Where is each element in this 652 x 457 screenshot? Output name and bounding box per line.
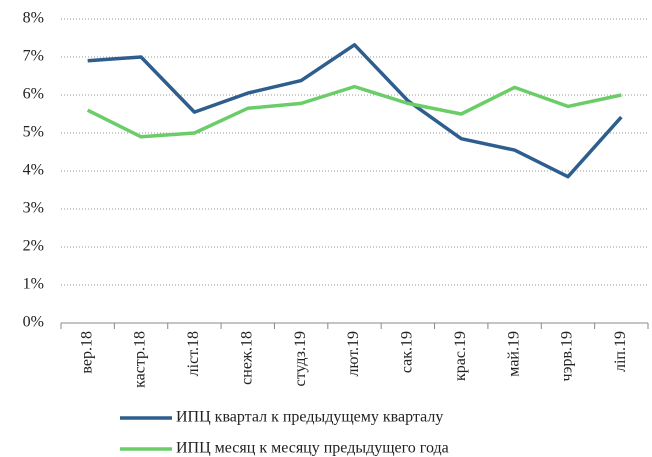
y-tick-label: 2% <box>23 238 44 255</box>
x-tick-label: ліп.19 <box>612 331 629 372</box>
x-tick-label: вер.18 <box>78 331 95 374</box>
y-tick-label: 7% <box>23 48 44 65</box>
y-tick-label: 1% <box>23 276 44 293</box>
y-tick-label: 3% <box>23 200 44 217</box>
y-tick-label: 5% <box>23 124 44 141</box>
y-tick-label: 8% <box>23 10 44 27</box>
x-tick-label: сак.19 <box>399 331 416 373</box>
x-tick-label: крас.19 <box>452 331 469 381</box>
y-tick-label: 4% <box>23 162 44 179</box>
x-tick-label: май.19 <box>505 331 522 377</box>
x-tick-label: лют.19 <box>345 331 362 377</box>
x-tick-label: ліст.18 <box>185 331 202 376</box>
x-tick-label: студз.19 <box>292 331 309 387</box>
series-line <box>86 84 622 139</box>
legend-label: ИПЦ квартал к предыдущему кварталу <box>176 409 443 426</box>
series-line <box>87 43 623 179</box>
x-tick-label: кастр.18 <box>132 331 149 388</box>
x-tick-label: снеж.18 <box>238 331 255 385</box>
y-tick-label: 6% <box>23 86 44 103</box>
legend-label: ИПЦ месяц к месяцу предыдущего года <box>176 440 449 457</box>
y-tick-label: 0% <box>23 314 44 331</box>
x-tick-label: чэрв.19 <box>559 331 576 381</box>
